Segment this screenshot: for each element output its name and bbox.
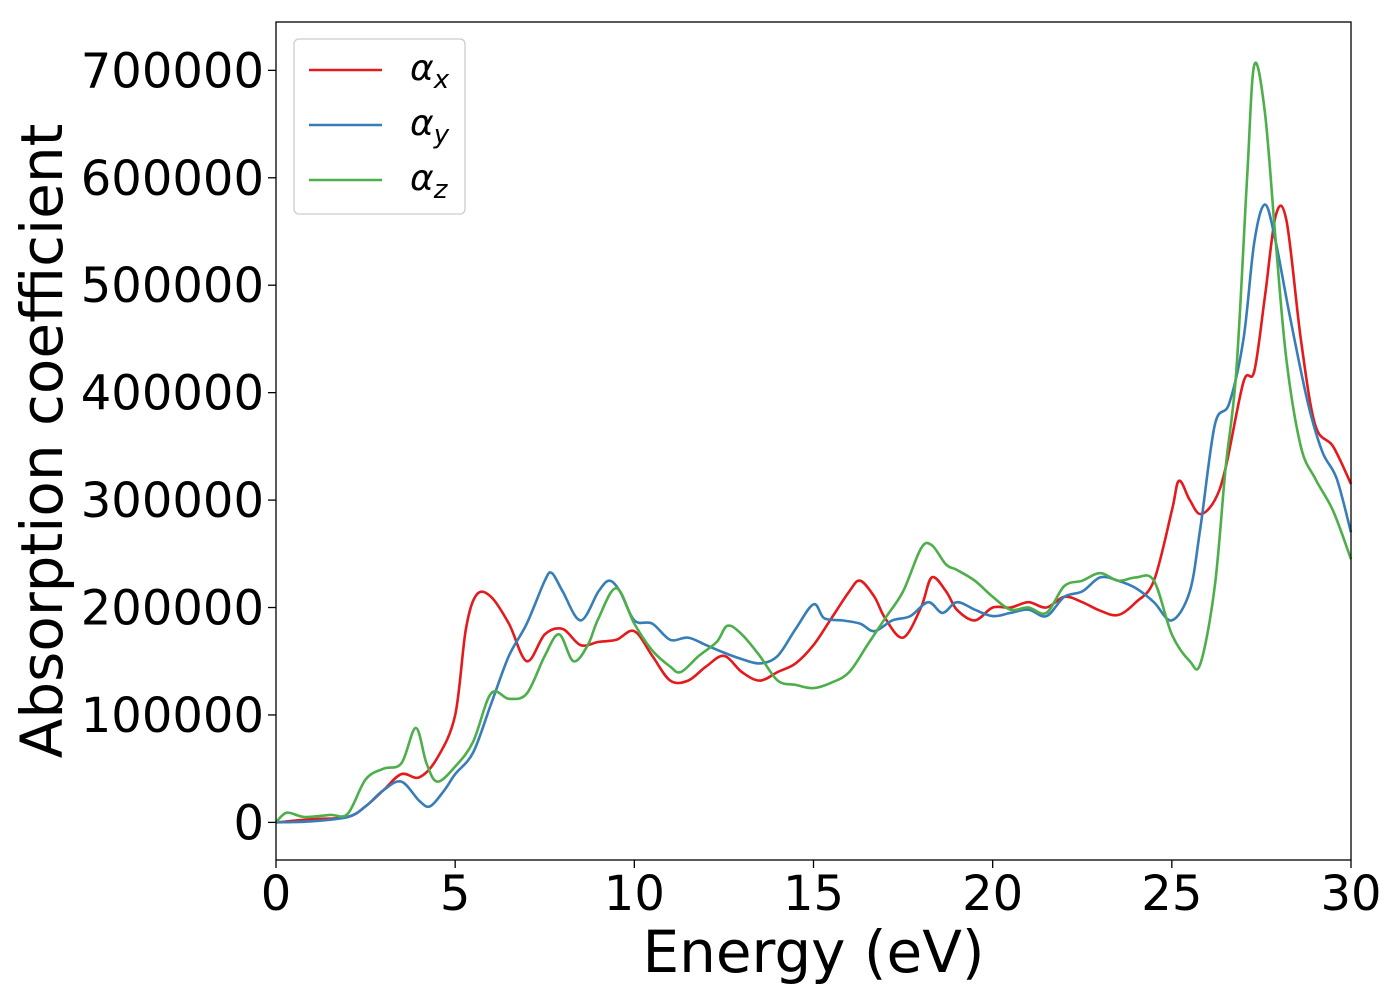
y-tick-label: 600000 xyxy=(81,151,264,207)
x-tick-label: 20 xyxy=(962,866,1023,922)
x-tick-label: 10 xyxy=(604,866,665,922)
legend-box xyxy=(293,38,466,215)
x-tick-label: 25 xyxy=(1141,866,1202,922)
series-line-y xyxy=(275,203,1353,824)
x-tick-label: 30 xyxy=(1320,866,1381,922)
x-tick-label: 0 xyxy=(261,866,292,922)
x-axis-title: Energy (eV) xyxy=(642,918,984,986)
y-tick-label: 400000 xyxy=(81,366,264,422)
legend-label-x: αx xyxy=(410,48,450,95)
x-tick-label: 5 xyxy=(440,866,471,922)
legend: αx αy αz xyxy=(293,38,466,215)
x-tick-label: 15 xyxy=(783,866,844,922)
y-tick-label: 200000 xyxy=(81,581,264,637)
y-tick-label: 100000 xyxy=(81,688,264,744)
axis-ticks: 0 5 10 15 20 25 30 0 100000 200000 300000 400000 500… xyxy=(81,43,1382,922)
series-line-x xyxy=(275,204,1353,824)
y-tick-label: 500000 xyxy=(81,258,264,314)
legend-label-z: αz xyxy=(410,158,449,205)
legend-label-y: αy xyxy=(410,103,450,150)
y-axis-title: Absorption coefficient xyxy=(8,124,76,759)
y-tick-label: 0 xyxy=(233,795,264,851)
y-tick-label: 700000 xyxy=(81,43,264,99)
y-tick-label: 300000 xyxy=(81,473,264,529)
series-line-z xyxy=(275,61,1353,824)
series-lines xyxy=(275,61,1353,824)
